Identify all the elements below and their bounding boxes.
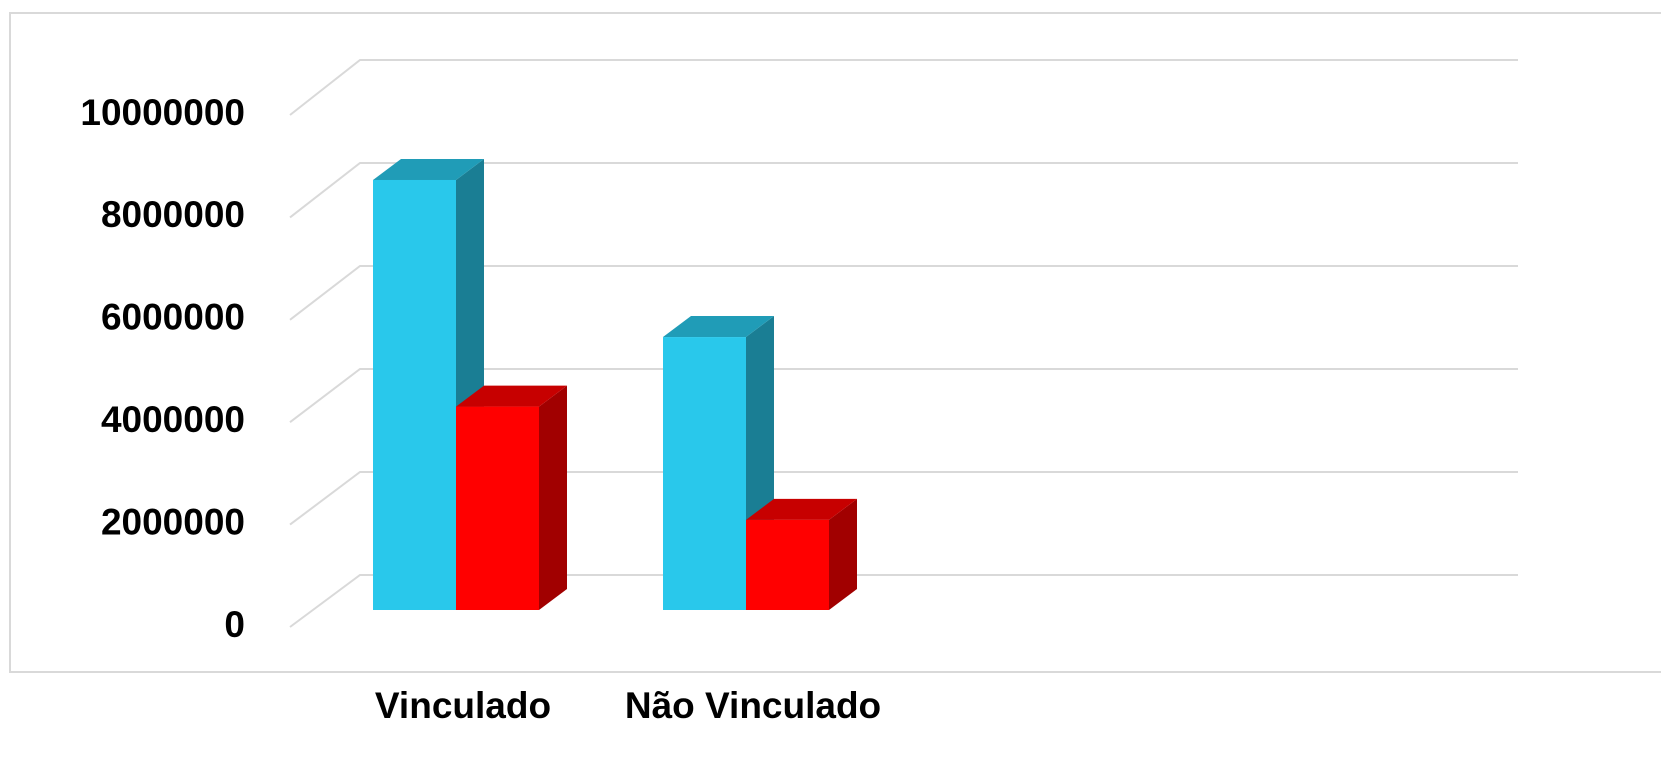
- grid-line-segment: [289, 59, 1518, 116]
- grid-line: [289, 368, 1518, 423]
- y-tick-label: 10000000: [80, 92, 245, 133]
- bar-top: [373, 158, 484, 180]
- grid-line-segment: [289, 162, 1518, 219]
- bar-front: [746, 519, 829, 610]
- grid-line: [289, 574, 1518, 628]
- grid-line-segment: [289, 471, 1518, 526]
- bar-front: [373, 179, 456, 610]
- bar-top: [456, 385, 567, 407]
- bar-side: [829, 498, 857, 610]
- grid-line: [289, 162, 1518, 219]
- bar: [663, 316, 774, 610]
- grid-line-segment: [289, 574, 1518, 628]
- x-tick-label: Vinculado: [375, 685, 551, 726]
- grid-line-segment: [289, 368, 1518, 423]
- grid-line: [289, 59, 1518, 116]
- bar-front: [456, 406, 539, 610]
- bar: [746, 498, 857, 610]
- bar-top: [746, 498, 857, 520]
- y-tick-label: 8000000: [101, 194, 245, 235]
- bar-top: [663, 316, 774, 338]
- bar-side: [539, 385, 567, 610]
- bar-front: [663, 337, 746, 610]
- y-tick-label: 0: [224, 604, 245, 645]
- grid-line: [289, 265, 1518, 321]
- y-tick-label: 6000000: [101, 297, 245, 338]
- y-tick-label: 2000000: [101, 501, 245, 542]
- grid-line: [289, 471, 1518, 526]
- bar: [456, 385, 567, 610]
- x-tick-label: Não Vinculado: [625, 685, 881, 726]
- y-tick-label: 4000000: [101, 399, 245, 440]
- grid-line-segment: [289, 265, 1518, 321]
